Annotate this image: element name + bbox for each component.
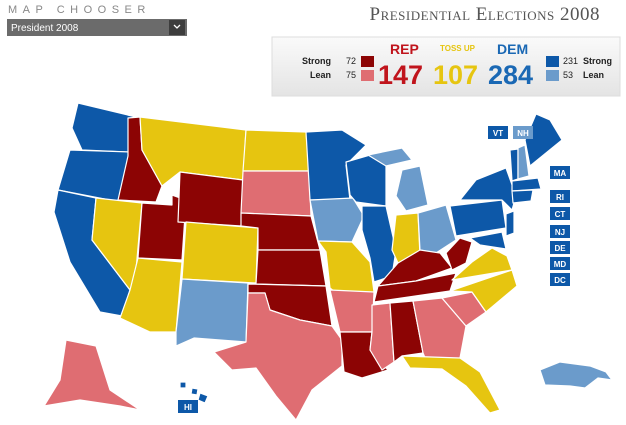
state [373, 272, 457, 303]
swatch [361, 56, 374, 67]
state [401, 355, 501, 414]
state-label: NJ [555, 228, 565, 237]
tossup-total: 107 [433, 60, 478, 90]
state [517, 144, 530, 180]
state [255, 249, 327, 287]
state-label: VT [493, 129, 503, 138]
dem-total: 284 [488, 60, 533, 90]
state [179, 381, 187, 389]
state [309, 197, 365, 243]
label-box [550, 225, 570, 238]
state [197, 392, 209, 404]
swatch [361, 70, 374, 81]
label-box [550, 166, 570, 179]
state-label: RI [556, 193, 564, 202]
label-box [488, 126, 508, 139]
label-box [550, 190, 570, 203]
dem-label: DEM [497, 41, 528, 57]
dropdown-box[interactable] [7, 19, 187, 36]
state [469, 231, 507, 250]
lean-label: Lean [310, 70, 331, 80]
state [509, 148, 519, 182]
label-box [550, 241, 570, 254]
state [181, 221, 259, 284]
dem-lean-count: 53 [563, 70, 573, 80]
state [242, 129, 310, 172]
swatch [546, 70, 559, 81]
state [71, 102, 137, 153]
strong-label: Strong [583, 56, 612, 66]
state [417, 204, 457, 254]
label-box [178, 400, 198, 413]
dropdown[interactable]: President 2008 [7, 19, 187, 36]
state [511, 177, 542, 192]
map-labels: VT NH MA RI CT NJ DE MD DC HI [178, 126, 570, 413]
state-label: DE [554, 244, 566, 253]
label-box [550, 257, 570, 270]
state [190, 387, 199, 396]
state [445, 237, 473, 271]
tossup-label: TOSS UP [440, 44, 476, 53]
rep-label: REP [390, 41, 419, 57]
dem-strong-count: 231 [563, 56, 578, 66]
label-box [513, 126, 533, 139]
state [389, 300, 424, 363]
rep-total: 147 [378, 60, 423, 90]
state [240, 170, 312, 217]
tally-box [271, 36, 621, 97]
state [119, 257, 183, 333]
state-label: DC [554, 276, 566, 285]
state [177, 171, 244, 227]
state [449, 269, 518, 313]
state-label: NH [517, 129, 529, 138]
rep-lean-count: 75 [346, 70, 356, 80]
state-label: HI [184, 403, 192, 412]
state [449, 199, 507, 237]
state-label: MD [554, 260, 567, 269]
state-label: CT [555, 210, 566, 219]
state [175, 278, 249, 347]
state [361, 205, 397, 283]
label-box [550, 207, 570, 220]
state [213, 292, 343, 421]
label-box [550, 273, 570, 286]
state [395, 165, 429, 212]
lean-label: Lean [583, 70, 604, 80]
rep-strong-count: 72 [346, 56, 356, 66]
state [43, 339, 141, 411]
chevron [173, 24, 181, 29]
dropdown-value[interactable]: President 2008 [11, 23, 79, 34]
section-title: MAP CHOOSER [8, 4, 151, 16]
state [524, 113, 563, 167]
state [367, 147, 413, 167]
us-map [43, 102, 613, 421]
page-title: Presidential Elections 2008 [370, 4, 601, 25]
inset-shape [539, 361, 613, 389]
strong-label: Strong [302, 56, 331, 66]
state [511, 189, 534, 204]
state [505, 210, 515, 237]
state [451, 247, 513, 281]
state [329, 289, 375, 333]
swatch [546, 56, 559, 67]
state-label: MA [554, 169, 567, 178]
